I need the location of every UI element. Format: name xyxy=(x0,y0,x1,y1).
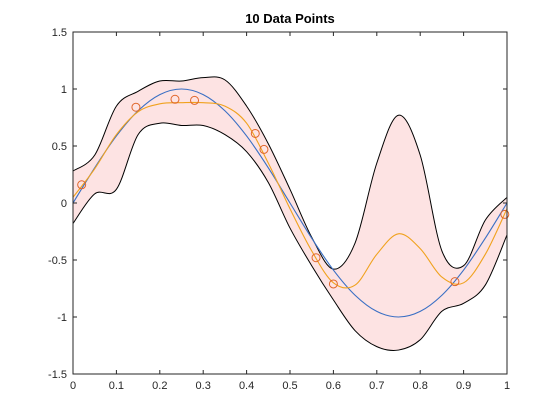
x-tick-label: 0.4 xyxy=(239,380,254,392)
y-tick-label: 1 xyxy=(61,84,67,96)
y-tick-label: 0 xyxy=(61,198,67,210)
data-point xyxy=(500,209,510,219)
data-point xyxy=(311,253,321,263)
x-tick-label: 0.3 xyxy=(196,380,211,392)
chart-title: 10 Data Points xyxy=(245,11,335,26)
y-tick-label: 0.5 xyxy=(52,141,67,153)
data-point xyxy=(259,144,269,154)
x-tick-label: 0 xyxy=(70,380,76,392)
data-point xyxy=(170,94,180,104)
data-point xyxy=(450,277,460,287)
data-point xyxy=(250,128,260,138)
axes: 0 0.1 0.2 0.3 0.4 0.5 0.6 0.7 0.8 0.9 1 -1.5 -1 -0.5 0… xyxy=(48,27,510,392)
x-tick-label: 0.2 xyxy=(152,380,167,392)
x-tick-label: 0.9 xyxy=(456,380,471,392)
y-tick-label: -0.5 xyxy=(48,255,67,267)
data-point xyxy=(328,279,338,289)
series-line-1 xyxy=(72,88,508,318)
band-upper-line xyxy=(72,76,508,270)
confidence-band xyxy=(73,76,507,351)
y-tick-label: 1.5 xyxy=(52,27,67,39)
x-tick-label: 1 xyxy=(504,380,510,392)
data-point xyxy=(190,95,200,105)
x-tick-label: 0.7 xyxy=(369,380,384,392)
data-point xyxy=(131,102,141,112)
y-tick-label: -1 xyxy=(57,312,67,324)
x-tick-label: 0.6 xyxy=(326,380,341,392)
x-tick-label: 0.8 xyxy=(413,380,428,392)
plot-area xyxy=(72,76,510,351)
band-lower-line xyxy=(72,122,508,351)
data-point xyxy=(77,180,87,190)
series-line-2 xyxy=(72,101,508,289)
y-tick-label: -1.5 xyxy=(48,369,67,381)
x-tick-label: 0.1 xyxy=(109,380,124,392)
x-tick-label: 0.5 xyxy=(282,380,297,392)
